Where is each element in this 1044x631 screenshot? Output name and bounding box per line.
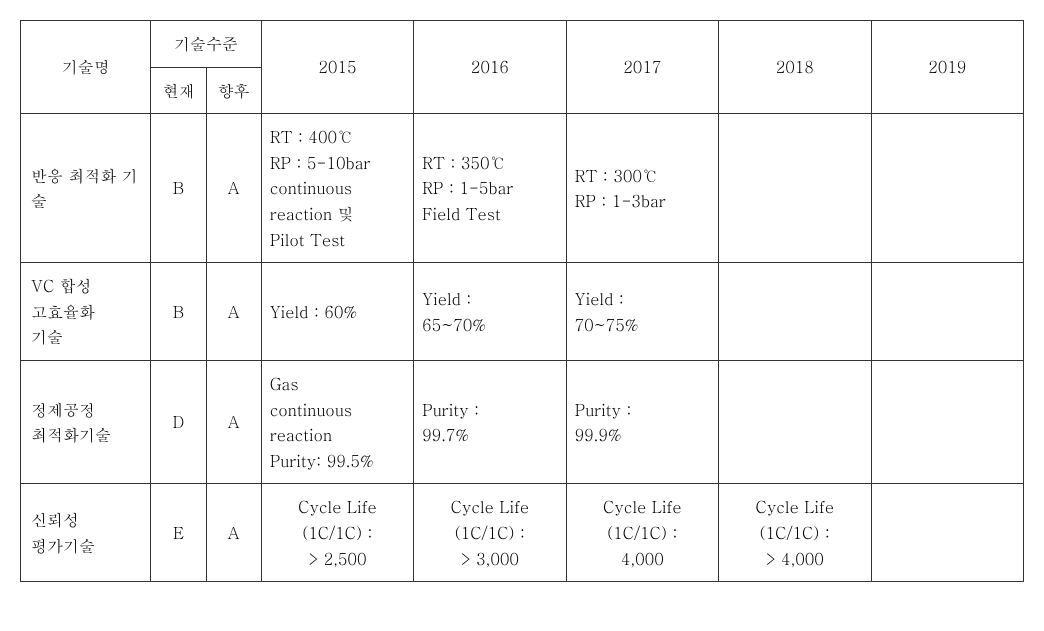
cell-2015: Gas continuous reaction Purity: 99.5% — [261, 360, 413, 483]
cell-2018: Cycle Life (1C/1C) : > 4,000 — [719, 484, 871, 582]
cell-2019 — [871, 484, 1024, 582]
cell-2018 — [719, 360, 871, 483]
cell-2017: RT : 300℃ RP : 1-3bar — [566, 114, 718, 263]
cell-2016: Purity : 99.7% — [414, 360, 566, 483]
cell-2019 — [871, 263, 1024, 361]
cell-2017: Cycle Life (1C/1C) : 4,000 — [566, 484, 718, 582]
header-2015: 2015 — [261, 21, 413, 114]
cell-2015: Yield : 60% — [261, 263, 413, 361]
table-row: 반응 최적화 기술BART : 400℃ RP : 5-10bar contin… — [21, 114, 1024, 263]
cell-2019 — [871, 360, 1024, 483]
cell-2018 — [719, 114, 871, 263]
cell-tech-name: 신뢰성 평가기술 — [21, 484, 151, 582]
table-body: 반응 최적화 기술BART : 400℃ RP : 5-10bar contin… — [21, 114, 1024, 582]
cell-tech-name: VC 합성 고효율화 기술 — [21, 263, 151, 361]
header-current: 현재 — [151, 67, 206, 114]
cell-2016: RT : 350℃ RP : 1-5bar Field Test — [414, 114, 566, 263]
cell-future: A — [206, 360, 261, 483]
cell-future: A — [206, 114, 261, 263]
header-2018: 2018 — [719, 21, 871, 114]
cell-2017: Yield : 70~75% — [566, 263, 718, 361]
tech-level-table: 기술명 기술수준 2015 2016 2017 2018 2019 현재 향후 … — [20, 20, 1024, 582]
header-2019: 2019 — [871, 21, 1024, 114]
cell-current: D — [151, 360, 206, 483]
cell-tech-name: 반응 최적화 기술 — [21, 114, 151, 263]
cell-current: B — [151, 114, 206, 263]
cell-future: A — [206, 484, 261, 582]
cell-2015: RT : 400℃ RP : 5-10bar continuous reacti… — [261, 114, 413, 263]
header-future: 향후 — [206, 67, 261, 114]
cell-tech-name: 정제공정 최적화기술 — [21, 360, 151, 483]
table-header: 기술명 기술수준 2015 2016 2017 2018 2019 현재 향후 — [21, 21, 1024, 114]
header-tech-level: 기술수준 — [151, 21, 261, 68]
table-row: 신뢰성 평가기술EACycle Life (1C/1C) : > 2,500Cy… — [21, 484, 1024, 582]
header-2016: 2016 — [414, 21, 566, 114]
table-row: VC 합성 고효율화 기술BAYield : 60%Yield : 65~70%… — [21, 263, 1024, 361]
cell-2015: Cycle Life (1C/1C) : > 2,500 — [261, 484, 413, 582]
cell-2019 — [871, 114, 1024, 263]
header-2017: 2017 — [566, 21, 718, 114]
cell-2016: Cycle Life (1C/1C) : > 3,000 — [414, 484, 566, 582]
header-tech-name: 기술명 — [21, 21, 151, 114]
cell-future: A — [206, 263, 261, 361]
cell-current: E — [151, 484, 206, 582]
cell-2018 — [719, 263, 871, 361]
cell-2017: Purity : 99.9% — [566, 360, 718, 483]
cell-2016: Yield : 65~70% — [414, 263, 566, 361]
table-row: 정제공정 최적화기술DAGas continuous reaction Puri… — [21, 360, 1024, 483]
cell-current: B — [151, 263, 206, 361]
